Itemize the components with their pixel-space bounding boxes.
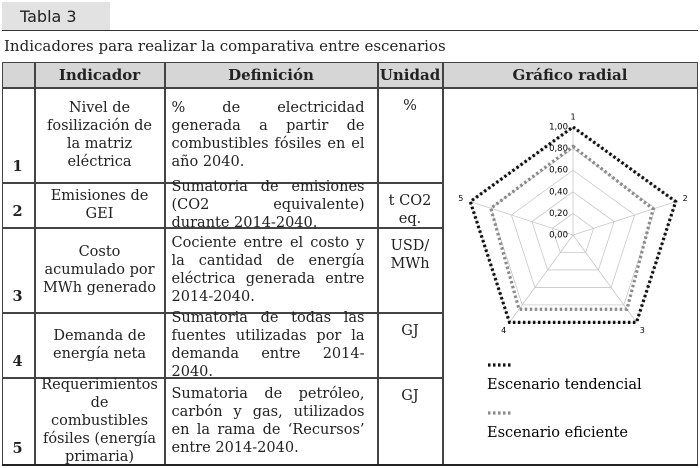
axis-label: 1 [570, 113, 575, 122]
spoke [470, 201, 574, 236]
table-cell-text: Emisiones de GEI [50, 188, 149, 222]
table-cell-text: USD/ MWh [390, 237, 430, 272]
table-cell-text: 1 [12, 157, 23, 175]
table-cell: Sumatoria de emisiones (CO2 equivalente)… [164, 179, 378, 231]
table-cell: Costo acumulado por MWh generado [34, 227, 165, 313]
axis-label: 5 [458, 194, 463, 203]
table-cell-text: Sumatoria de petróleo, carbón y gas, uti… [171, 386, 365, 456]
rule [2, 30, 698, 31]
table-cell-text: 5 [12, 439, 23, 457]
grid-line [551, 212, 595, 253]
table-cell-text: GJ [401, 387, 419, 404]
table-cell-text: Sumatoria de emisiones (CO2 equivalente)… [171, 179, 365, 231]
table-cell: Requerimientos de combustibles fósiles (… [34, 377, 165, 465]
tick-label: 0,60 [549, 166, 568, 176]
table-cell-text: Sumatoria de todas las fuentes utilizada… [171, 310, 365, 380]
table-cell-text: 3 [12, 287, 23, 305]
table-cell-text: t CO2 eq. [388, 192, 432, 227]
header-cell-text: Unidad [379, 65, 441, 84]
legend-label: Escenario eficiente [487, 425, 628, 441]
table-cell-text: Nivel de fosilización de la matriz eléct… [46, 100, 153, 170]
grid-line [531, 191, 615, 271]
table-cell-text: % [403, 97, 417, 114]
table-cell: Emisiones de GEI [34, 182, 165, 228]
table-cell-text: Demanda de energía neta [53, 328, 146, 362]
table-cell: t CO2 eq. [377, 182, 443, 228]
series-line [488, 144, 655, 311]
table-cell: 3 [1, 227, 35, 313]
header-cell: Indicador [34, 61, 165, 88]
tick-label: 0,20 [549, 209, 568, 219]
axis-label: 4 [501, 326, 506, 335]
tick-label: 0,00 [549, 231, 568, 241]
axis-label: 2 [683, 194, 688, 203]
table-cell: Nivel de fosilización de la matriz eléct… [34, 87, 165, 183]
table-cell: % de electricidad generada a partir de c… [164, 87, 378, 183]
series-line [468, 125, 678, 324]
table-label: Tabla 3 [2, 2, 110, 30]
tick-label: 0,40 [549, 187, 568, 197]
table-cell-text: 4 [12, 352, 23, 370]
table-cell: Cociente entre el costo y la cantidad de… [164, 227, 378, 313]
header-cell: Definición [164, 61, 378, 88]
table-cell-text: GJ [401, 322, 419, 339]
table-cell: Sumatoria de todas las fuentes utilizada… [164, 310, 378, 380]
header-cell: Gráfico radial [442, 61, 698, 88]
table-cell: GJ [377, 312, 443, 378]
table-cell-text: % de electricidad generada a partir de c… [171, 100, 365, 170]
table-cell: USD/ MWh [377, 227, 443, 313]
header-cell: Unidad [377, 61, 443, 88]
legend-label: Escenario tendencial [487, 377, 642, 393]
table-cell: Demanda de energía neta [34, 312, 165, 378]
header-cell-text: Gráfico radial [512, 65, 628, 84]
table-cell: % [377, 87, 443, 183]
header-cell-text: Indicador [58, 65, 141, 84]
table-cell-text: Costo acumulado por MWh generado [42, 244, 157, 296]
grid-line [510, 169, 636, 288]
axis-label: 3 [640, 326, 645, 335]
header-cell [1, 61, 35, 88]
table-cell-text: Cociente entre el costo y la cantidad de… [171, 235, 365, 305]
spoke [572, 201, 676, 236]
caption: Indicadores para realizar la comparativa… [4, 37, 446, 55]
table-cell: 1 [1, 87, 35, 183]
table-cell-text: 2 [12, 202, 23, 220]
table-cell-text: Requerimientos de combustibles fósiles (… [41, 377, 158, 465]
header-cell-text: Definición [228, 65, 314, 84]
bottom-rule [2, 464, 698, 466]
table-cell: 4 [1, 312, 35, 378]
tick-label: 0,80 [549, 144, 568, 154]
tick-label: 1,00 [549, 123, 568, 133]
table-cell: 2 [1, 182, 35, 228]
